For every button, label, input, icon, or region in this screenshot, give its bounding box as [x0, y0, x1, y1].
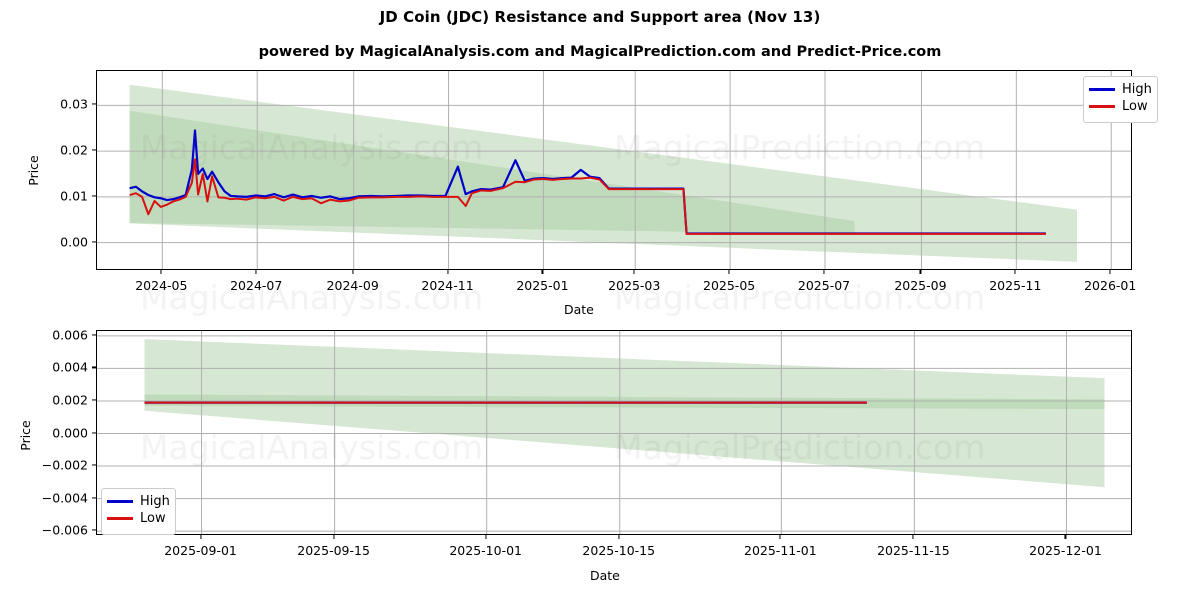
x-tickmark	[912, 535, 914, 539]
legend-swatch-low	[107, 517, 133, 520]
bottom-chart-plot-area	[96, 330, 1132, 535]
legend-label-high: High	[1122, 82, 1152, 97]
x-tickmark	[728, 270, 730, 274]
y-tick-label: 0.006	[52, 327, 88, 343]
x-tick-label: 2024-07	[230, 278, 283, 293]
y-tick-label: 0.02	[60, 142, 88, 158]
y-tick-label: 0.002	[52, 392, 88, 408]
x-tick-label: 2024-11	[421, 278, 474, 293]
bottom-chart-ylabel: Price	[17, 420, 33, 451]
legend-item-low[interactable]: Low	[1089, 98, 1151, 115]
x-tickmark	[255, 270, 257, 274]
x-tick-label: 2026-01	[1084, 278, 1137, 293]
y-tick-label: 0.03	[60, 96, 88, 112]
x-tickmark	[447, 270, 449, 274]
y-tickmark	[92, 149, 96, 151]
x-tick-label: 2025-05	[702, 278, 756, 293]
legend-label-low: Low	[1122, 99, 1148, 114]
x-tick-label: 2025-11	[989, 278, 1042, 293]
y-tick-label: 0.000	[52, 425, 88, 440]
x-tickmark	[919, 270, 921, 274]
top-chart-plot-area	[96, 70, 1132, 270]
y-tickmark	[92, 399, 96, 401]
x-tickmark	[160, 270, 162, 274]
x-tickmark	[1109, 270, 1111, 274]
page-title: JD Coin (JDC) Resistance and Support are…	[379, 8, 821, 26]
y-tick-label: 0.01	[60, 188, 88, 204]
x-tick-label: 2025-01	[516, 278, 569, 293]
x-tickmark	[200, 535, 202, 539]
page-subtitle: powered by MagicalAnalysis.com and Magic…	[258, 44, 942, 60]
top-chart-panel	[96, 70, 1132, 270]
x-tickmark	[485, 535, 487, 539]
legend-item-low[interactable]: Low	[107, 510, 169, 527]
x-tick-label: 2025-11-15	[877, 543, 950, 558]
y-tickmark	[92, 103, 96, 105]
y-tickmark	[92, 431, 96, 434]
legend-label-high: High	[140, 494, 170, 509]
y-tick-label: −0.002	[41, 457, 88, 473]
y-tick-label: −0.006	[41, 522, 88, 538]
x-tickmark	[541, 270, 543, 274]
legend-item-high[interactable]: High	[1089, 81, 1152, 98]
y-tickmark	[92, 529, 96, 531]
y-tickmark	[92, 195, 96, 197]
x-tickmark	[823, 270, 825, 274]
legend-swatch-low	[1089, 105, 1115, 108]
y-tickmark	[92, 464, 96, 466]
x-tickmark	[352, 270, 354, 274]
bottom-chart-panel	[96, 330, 1132, 535]
x-tickmark	[633, 270, 635, 274]
top-chart-ylabel: Price	[25, 155, 41, 186]
x-tick-label: 2025-09	[894, 278, 947, 293]
top-chart-xlabel: Date	[564, 302, 594, 317]
bottom-chart-xlabel: Date	[590, 568, 620, 583]
bottom-chart-legend[interactable]: High Low	[101, 488, 176, 535]
legend-swatch-high	[107, 500, 133, 503]
x-tick-label: 2025-11-01	[744, 543, 817, 558]
x-tick-label: 2025-09-15	[297, 543, 370, 558]
legend-item-high[interactable]: High	[107, 493, 170, 510]
x-tickmark	[779, 535, 781, 539]
y-tickmark	[92, 497, 96, 499]
x-tick-label: 2025-07	[797, 278, 851, 293]
top-chart-legend[interactable]: High Low	[1083, 76, 1158, 123]
y-tick-label: 0.00	[60, 234, 88, 250]
y-tick-label: −0.004	[41, 490, 88, 506]
x-tick-label: 2024-09	[326, 278, 379, 293]
x-tickmark	[618, 535, 620, 539]
y-tickmark	[92, 241, 96, 243]
legend-label-low: Low	[140, 511, 166, 526]
y-tickmark	[92, 366, 96, 368]
x-tick-label: 2025-10-01	[449, 543, 523, 558]
legend-swatch-high	[1089, 88, 1115, 91]
x-tickmark	[1064, 535, 1066, 539]
x-tick-label: 2025-09-01	[164, 543, 237, 558]
x-tick-label: 2025-03	[608, 278, 661, 293]
top-chart-canvas	[97, 71, 1131, 269]
x-tickmark	[333, 535, 335, 539]
y-tickmark	[92, 334, 96, 336]
y-tick-label: 0.004	[52, 359, 88, 375]
x-tick-label: 2025-10-15	[582, 543, 656, 558]
x-tick-label: 2024-05	[135, 278, 188, 293]
x-tick-label: 2025-12-01	[1029, 543, 1102, 558]
bottom-chart-canvas	[97, 331, 1131, 534]
x-tickmark	[1014, 270, 1016, 274]
